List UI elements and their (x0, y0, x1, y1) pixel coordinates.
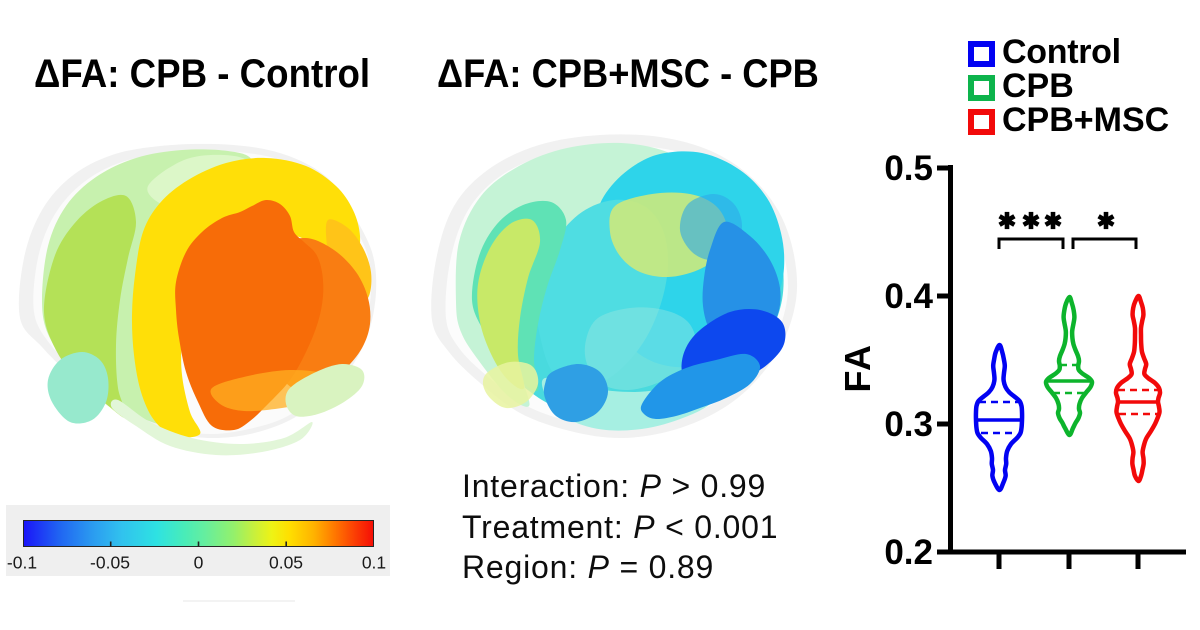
svg-text:0.5: 0.5 (884, 149, 933, 188)
svg-text:FA: FA (840, 343, 878, 392)
svg-text:0.1: 0.1 (362, 553, 386, 573)
svg-text:0: 0 (194, 553, 204, 573)
svg-text:-0.05: -0.05 (90, 553, 130, 573)
svg-text:0.3: 0.3 (884, 405, 933, 444)
svg-text:0.4: 0.4 (884, 277, 933, 316)
svg-text:0.05: 0.05 (269, 553, 303, 573)
svg-text:-0.1: -0.1 (7, 553, 37, 573)
svg-text:0.2: 0.2 (884, 533, 933, 572)
